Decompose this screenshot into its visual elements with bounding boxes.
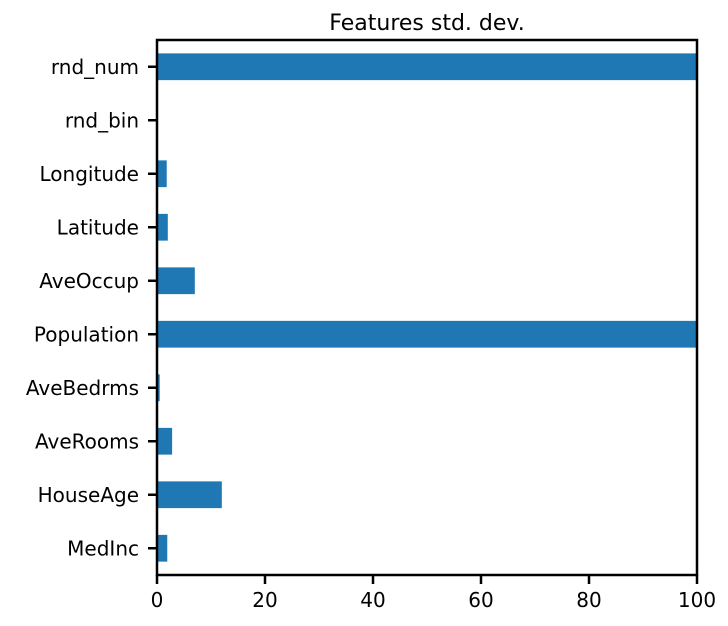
bar-averooms xyxy=(157,427,173,455)
bar-latitude xyxy=(157,213,168,241)
x-tick-label: 0 xyxy=(151,588,164,612)
x-tick-label: 80 xyxy=(576,588,601,612)
x-tick-label: 20 xyxy=(252,588,277,612)
y-tick-label: HouseAge xyxy=(38,483,139,507)
x-tick-label: 40 xyxy=(360,588,385,612)
y-tick-label: AveRooms xyxy=(35,429,139,453)
plot-frame xyxy=(155,38,699,577)
bar-medinc xyxy=(157,534,168,562)
bar-houseage xyxy=(157,481,222,509)
y-axis-ticks: MedInc HouseAge AveRooms AveBedrms Populatio… xyxy=(26,55,157,560)
x-tick-label: 100 xyxy=(678,588,716,612)
y-tick-label: MedInc xyxy=(67,536,139,560)
bar-longitude xyxy=(157,160,167,188)
x-tick-label: 60 xyxy=(468,588,493,612)
y-tick-label: Longitude xyxy=(40,162,139,186)
y-tick-label: Population xyxy=(34,322,139,346)
bars-group xyxy=(157,53,697,562)
y-tick-label: rnd_bin xyxy=(65,108,139,132)
x-axis-ticks: 0 20 40 60 80 100 xyxy=(151,575,716,612)
y-tick-label: AveBedrms xyxy=(26,376,139,400)
y-tick-label: AveOccup xyxy=(39,269,139,293)
bar-population xyxy=(157,320,697,348)
bar-avebedrms xyxy=(157,374,160,402)
chart-title: Features std. dev. xyxy=(329,11,524,36)
bar-aveoccup xyxy=(157,267,195,295)
y-tick-label: rnd_num xyxy=(51,55,139,79)
bar-rnd-num xyxy=(157,53,697,81)
y-tick-label: Latitude xyxy=(57,215,139,239)
